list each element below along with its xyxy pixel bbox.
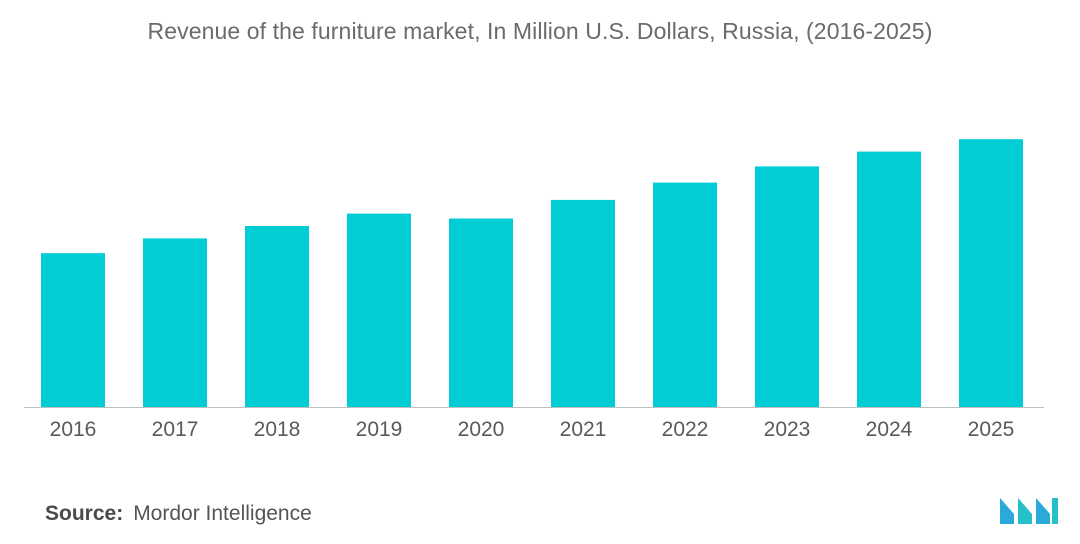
x-tick-label-2024: 2024: [866, 418, 913, 441]
bar-2024: [857, 151, 921, 407]
bar-2018: [245, 226, 309, 407]
source-label: Source:: [45, 502, 124, 525]
bar-chart: 2016 2017 2018 2019 2020 2021 2022 2023 2024 2025: [24, 139, 1044, 441]
bar-2023: [755, 166, 819, 407]
bars-group: [41, 139, 1023, 407]
x-tick-label-2016: 2016: [50, 418, 97, 441]
bar-2016: [41, 253, 105, 407]
bar-2021: [551, 199, 615, 407]
x-tick-label-2021: 2021: [560, 418, 607, 441]
source-line: Source: Mordor Intelligence: [45, 502, 312, 526]
x-tick-label-2025: 2025: [968, 418, 1015, 441]
bar-2020: [449, 218, 513, 407]
chart-title: Revenue of the furniture market, In Mill…: [147, 18, 933, 44]
x-tick-label-2022: 2022: [662, 418, 709, 441]
bar-2025: [959, 139, 1023, 407]
x-tick-label-2019: 2019: [356, 418, 403, 441]
x-tick-label-2017: 2017: [152, 418, 199, 441]
bar-2022: [653, 182, 717, 407]
x-tick-label-2020: 2020: [458, 418, 505, 441]
x-tick-label-2018: 2018: [254, 418, 301, 441]
bar-2017: [143, 238, 207, 407]
x-tick-labels: 2016 2017 2018 2019 2020 2021 2022 2023 2024 2025: [50, 418, 1015, 441]
source-value: Mordor Intelligence: [133, 502, 312, 525]
mordor-logo-icon: [1000, 498, 1058, 524]
bar-2019: [347, 213, 411, 407]
x-tick-label-2023: 2023: [764, 418, 811, 441]
